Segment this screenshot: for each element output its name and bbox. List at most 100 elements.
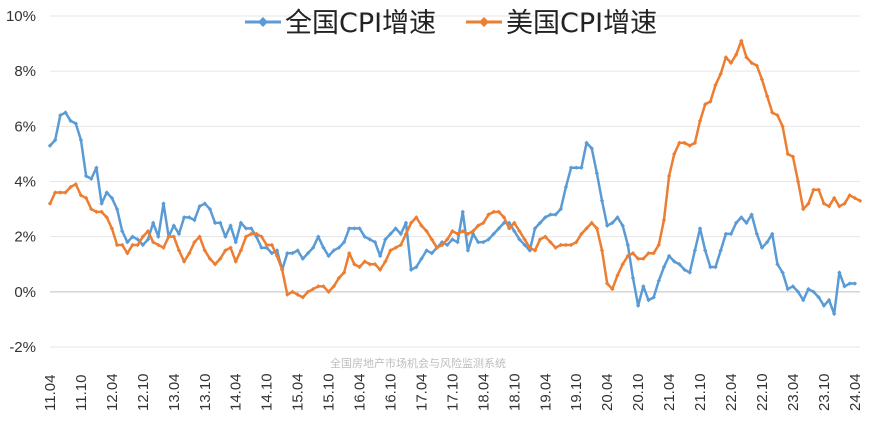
data-point <box>852 195 858 201</box>
data-point <box>795 289 801 295</box>
x-tick-label: 12.04 <box>104 373 121 411</box>
data-point <box>646 297 651 303</box>
data-point <box>589 220 594 226</box>
data-point <box>625 253 631 259</box>
x-tick-label: 22.10 <box>754 373 771 411</box>
data-point <box>486 237 491 242</box>
data-point <box>728 231 734 237</box>
data-point <box>212 220 218 226</box>
data-point <box>537 237 543 242</box>
data-point <box>455 239 460 245</box>
legend-label-us-cpi: 美国CPI增速 <box>506 8 657 39</box>
data-point <box>249 226 254 231</box>
data-point <box>228 223 233 228</box>
data-point <box>615 273 620 278</box>
x-tick-label: 21.04 <box>661 373 678 411</box>
data-point <box>579 231 584 237</box>
data-point <box>372 262 378 267</box>
data-point <box>728 60 734 66</box>
data-point <box>589 146 594 151</box>
data-point <box>316 234 321 239</box>
data-point <box>543 234 548 239</box>
data-point <box>228 245 233 250</box>
data-point <box>687 143 692 148</box>
data-point <box>491 231 496 237</box>
data-point <box>811 289 816 295</box>
data-point <box>187 251 192 256</box>
x-tick-label: 18.04 <box>475 373 492 411</box>
data-point <box>341 270 347 275</box>
x-tick-label: 23.10 <box>816 373 833 411</box>
data-point <box>367 237 373 242</box>
data-point <box>445 237 450 242</box>
x-tick-label: 11.10 <box>73 375 90 411</box>
data-point <box>759 245 765 250</box>
data-point <box>125 239 130 245</box>
data-point <box>496 209 502 215</box>
data-point <box>568 242 574 248</box>
data-point <box>150 239 156 245</box>
x-tick-label: 15.04 <box>290 373 307 411</box>
x-tick-label: 12.10 <box>135 373 152 411</box>
x-tick-label: 20.04 <box>599 373 616 411</box>
data-point <box>414 264 419 270</box>
data-point <box>408 220 414 226</box>
legend-marker-us-cpi <box>479 17 489 27</box>
gridlines <box>50 15 860 348</box>
data-point <box>837 204 842 209</box>
data-point <box>579 165 584 170</box>
data-point <box>764 93 770 99</box>
data-point <box>419 223 424 228</box>
data-point <box>125 251 130 256</box>
data-point <box>362 259 367 264</box>
data-point <box>47 201 53 206</box>
data-point <box>321 245 326 250</box>
data-point <box>656 242 661 248</box>
data-point <box>496 226 502 231</box>
data-point <box>47 143 53 148</box>
data-point <box>336 275 342 281</box>
data-point <box>481 239 486 245</box>
data-point <box>584 226 589 231</box>
data-point <box>249 231 254 237</box>
data-point <box>212 262 218 267</box>
series-layer <box>47 38 863 317</box>
data-point <box>171 234 177 239</box>
data-point <box>78 137 84 143</box>
data-point <box>439 242 445 248</box>
data-point <box>537 220 543 226</box>
data-point <box>764 239 770 245</box>
data-point <box>790 154 796 159</box>
data-point <box>135 242 140 248</box>
data-point <box>264 245 269 250</box>
y-tick-label: 10% <box>6 8 36 25</box>
data-point <box>775 262 780 267</box>
x-tick-label: 24.04 <box>847 373 864 411</box>
data-point <box>310 245 316 250</box>
data-point <box>109 226 115 231</box>
data-point <box>826 204 832 209</box>
data-point <box>672 259 677 264</box>
data-point <box>331 248 336 253</box>
data-point <box>316 284 321 289</box>
x-tick-label: 15.10 <box>321 373 338 411</box>
data-point <box>388 248 393 253</box>
data-point <box>450 228 455 234</box>
data-point <box>826 297 832 303</box>
data-point <box>187 215 192 220</box>
data-point <box>429 237 434 242</box>
data-point <box>837 270 842 275</box>
data-point <box>109 195 115 201</box>
data-point <box>739 215 744 220</box>
data-point <box>445 242 450 248</box>
data-point <box>470 228 476 234</box>
data-point <box>305 289 311 295</box>
data-point <box>718 248 723 253</box>
data-point <box>295 248 300 253</box>
x-axis-tick-labels: 11.04 11.10 12.04 12.10 13.04 13.10 14.04 14.10… <box>42 373 864 411</box>
x-tick-label: 21.10 <box>692 373 709 411</box>
data-point <box>393 226 398 231</box>
data-point <box>89 176 94 181</box>
data-point <box>176 231 182 237</box>
data-point <box>651 295 656 300</box>
